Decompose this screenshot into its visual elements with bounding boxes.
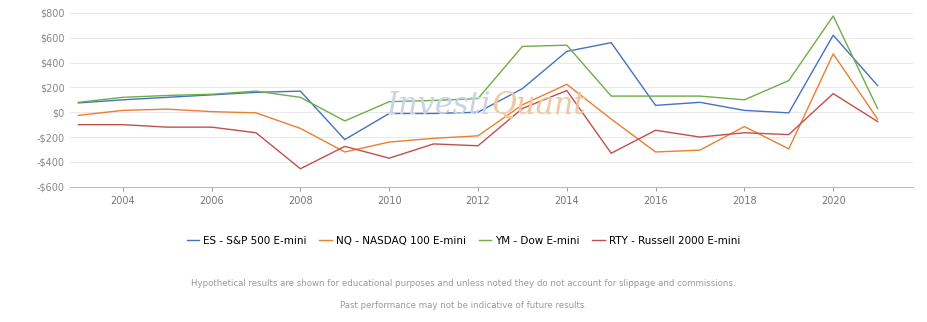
Text: Investi: Investi bbox=[387, 90, 491, 120]
RTY - Russell 2000 E-mini bbox=[250, 131, 261, 135]
ES - S&P 500 E-mini bbox=[605, 41, 616, 45]
ES - S&P 500 E-mini bbox=[384, 111, 395, 115]
NQ - NASDAQ 100 E-mini bbox=[828, 52, 839, 56]
NQ - NASDAQ 100 E-mini bbox=[161, 107, 172, 111]
ES - S&P 500 E-mini bbox=[694, 100, 705, 104]
Line: RTY - Russell 2000 E-mini: RTY - Russell 2000 E-mini bbox=[79, 90, 878, 169]
RTY - Russell 2000 E-mini bbox=[783, 133, 794, 137]
RTY - Russell 2000 E-mini bbox=[473, 144, 484, 148]
Legend: ES - S&P 500 E-mini, NQ - NASDAQ 100 E-mini, YM - Dow E-mini, RTY - Russell 2000: ES - S&P 500 E-mini, NQ - NASDAQ 100 E-m… bbox=[186, 236, 741, 246]
RTY - Russell 2000 E-mini bbox=[739, 131, 750, 135]
ES - S&P 500 E-mini bbox=[339, 137, 350, 141]
RTY - Russell 2000 E-mini bbox=[73, 123, 84, 127]
ES - S&P 500 E-mini bbox=[561, 50, 572, 53]
ES - S&P 500 E-mini bbox=[828, 33, 839, 37]
YM - Dow E-mini bbox=[517, 44, 528, 48]
YM - Dow E-mini bbox=[117, 95, 128, 99]
NQ - NASDAQ 100 E-mini bbox=[739, 125, 750, 128]
YM - Dow E-mini bbox=[384, 100, 395, 104]
NQ - NASDAQ 100 E-mini bbox=[384, 140, 395, 144]
NQ - NASDAQ 100 E-mini bbox=[872, 117, 883, 121]
NQ - NASDAQ 100 E-mini bbox=[295, 127, 306, 130]
NQ - NASDAQ 100 E-mini bbox=[605, 117, 616, 121]
RTY - Russell 2000 E-mini bbox=[161, 125, 172, 129]
RTY - Russell 2000 E-mini bbox=[384, 156, 395, 160]
Line: NQ - NASDAQ 100 E-mini: NQ - NASDAQ 100 E-mini bbox=[79, 54, 878, 152]
YM - Dow E-mini bbox=[561, 43, 572, 47]
Text: Past performance may not be indicative of future results.: Past performance may not be indicative o… bbox=[340, 301, 587, 310]
YM - Dow E-mini bbox=[605, 94, 616, 98]
RTY - Russell 2000 E-mini bbox=[339, 145, 350, 148]
ES - S&P 500 E-mini bbox=[783, 111, 794, 115]
RTY - Russell 2000 E-mini bbox=[117, 123, 128, 127]
NQ - NASDAQ 100 E-mini bbox=[561, 82, 572, 86]
Text: Quant: Quant bbox=[491, 90, 586, 120]
YM - Dow E-mini bbox=[73, 100, 84, 104]
NQ - NASDAQ 100 E-mini bbox=[428, 137, 439, 140]
Line: ES - S&P 500 E-mini: ES - S&P 500 E-mini bbox=[79, 35, 878, 139]
NQ - NASDAQ 100 E-mini bbox=[650, 150, 661, 154]
ES - S&P 500 E-mini bbox=[473, 110, 484, 114]
ES - S&P 500 E-mini bbox=[295, 89, 306, 93]
NQ - NASDAQ 100 E-mini bbox=[783, 147, 794, 151]
ES - S&P 500 E-mini bbox=[161, 95, 172, 99]
ES - S&P 500 E-mini bbox=[250, 90, 261, 94]
ES - S&P 500 E-mini bbox=[206, 93, 217, 97]
Text: Hypothetical results are shown for educational purposes and unless noted they do: Hypothetical results are shown for educa… bbox=[191, 279, 736, 288]
ES - S&P 500 E-mini bbox=[73, 101, 84, 105]
YM - Dow E-mini bbox=[428, 99, 439, 102]
RTY - Russell 2000 E-mini bbox=[828, 92, 839, 96]
NQ - NASDAQ 100 E-mini bbox=[73, 113, 84, 117]
ES - S&P 500 E-mini bbox=[428, 111, 439, 115]
RTY - Russell 2000 E-mini bbox=[872, 120, 883, 124]
ES - S&P 500 E-mini bbox=[650, 103, 661, 107]
Line: YM - Dow E-mini: YM - Dow E-mini bbox=[79, 16, 878, 121]
NQ - NASDAQ 100 E-mini bbox=[517, 103, 528, 107]
RTY - Russell 2000 E-mini bbox=[206, 125, 217, 129]
NQ - NASDAQ 100 E-mini bbox=[250, 111, 261, 115]
YM - Dow E-mini bbox=[339, 119, 350, 123]
RTY - Russell 2000 E-mini bbox=[561, 89, 572, 92]
NQ - NASDAQ 100 E-mini bbox=[206, 110, 217, 114]
YM - Dow E-mini bbox=[739, 98, 750, 102]
YM - Dow E-mini bbox=[650, 94, 661, 98]
YM - Dow E-mini bbox=[206, 92, 217, 96]
RTY - Russell 2000 E-mini bbox=[428, 142, 439, 146]
YM - Dow E-mini bbox=[783, 79, 794, 82]
ES - S&P 500 E-mini bbox=[517, 87, 528, 90]
ES - S&P 500 E-mini bbox=[117, 98, 128, 102]
RTY - Russell 2000 E-mini bbox=[517, 107, 528, 110]
YM - Dow E-mini bbox=[473, 97, 484, 100]
NQ - NASDAQ 100 E-mini bbox=[339, 150, 350, 154]
NQ - NASDAQ 100 E-mini bbox=[694, 148, 705, 152]
YM - Dow E-mini bbox=[828, 14, 839, 18]
RTY - Russell 2000 E-mini bbox=[694, 135, 705, 139]
YM - Dow E-mini bbox=[161, 94, 172, 98]
RTY - Russell 2000 E-mini bbox=[650, 128, 661, 132]
YM - Dow E-mini bbox=[694, 94, 705, 98]
YM - Dow E-mini bbox=[295, 95, 306, 99]
NQ - NASDAQ 100 E-mini bbox=[117, 109, 128, 112]
NQ - NASDAQ 100 E-mini bbox=[473, 134, 484, 138]
YM - Dow E-mini bbox=[872, 107, 883, 110]
RTY - Russell 2000 E-mini bbox=[295, 167, 306, 171]
ES - S&P 500 E-mini bbox=[739, 109, 750, 112]
ES - S&P 500 E-mini bbox=[872, 84, 883, 88]
RTY - Russell 2000 E-mini bbox=[605, 151, 616, 155]
YM - Dow E-mini bbox=[250, 89, 261, 93]
